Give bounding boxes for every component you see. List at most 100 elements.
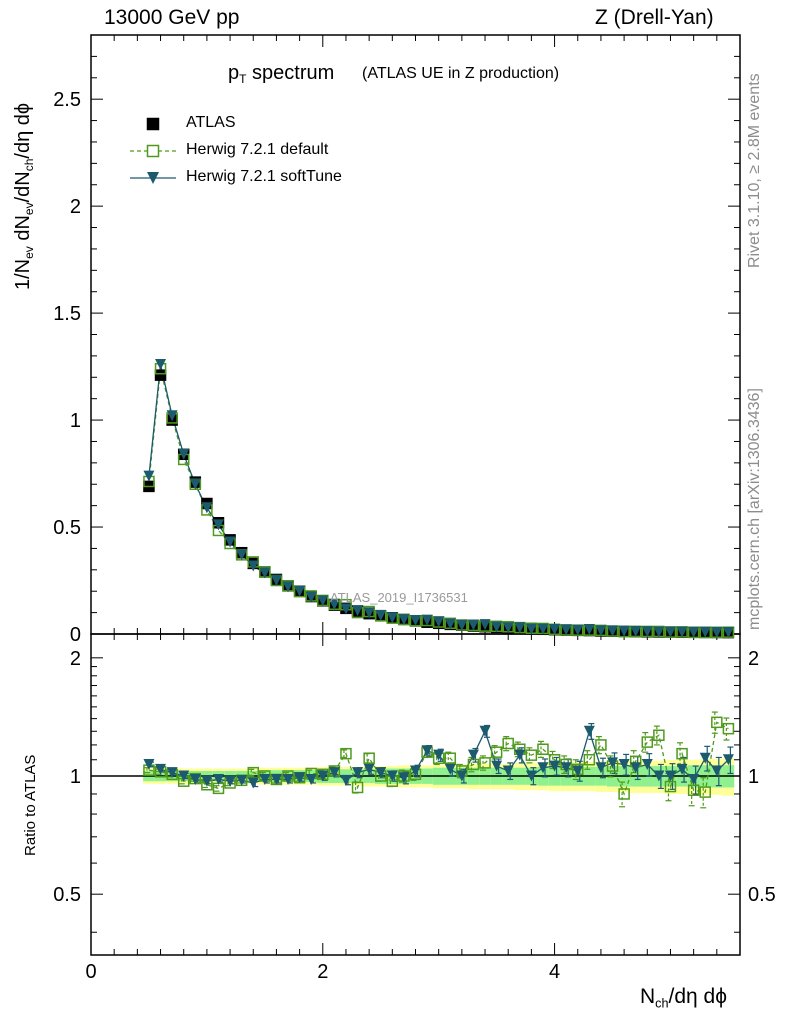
softtune-ratio-point — [711, 765, 723, 777]
rivet-label: Rivet 3.1.10, ≥ 2.8M events — [746, 73, 763, 268]
x-tick-label: 2 — [317, 961, 328, 983]
softtune-ratio-point — [201, 775, 213, 787]
softtune-data-point — [166, 410, 178, 422]
softtune-data-point — [572, 624, 584, 636]
ratio-tick-label-left: 2 — [70, 648, 81, 670]
softtune-data-point — [270, 575, 282, 587]
legend-label-default: Herwig 7.2.1 default — [186, 141, 329, 158]
softtune-ratio-point — [595, 762, 607, 774]
softtune-data-point — [410, 615, 421, 627]
softtune-ratio-point — [421, 745, 433, 757]
plot-subtitle: (ATLAS UE in Z production) — [362, 65, 560, 82]
y-title-sub: ch — [22, 158, 37, 172]
softtune-data-point — [491, 621, 503, 633]
softtune-ratio-point — [317, 770, 329, 782]
default-ratio-point — [479, 757, 491, 769]
process-label: Z (Drell-Yan) — [595, 6, 714, 29]
softtune-data-point — [433, 616, 445, 628]
title-rest: spectrum — [246, 62, 335, 84]
y-title-part: dN — [12, 215, 34, 247]
softtune-data-point — [386, 612, 398, 624]
softtune-data-point — [722, 626, 734, 638]
softtune-ratio-point — [491, 760, 503, 772]
softtune-ratio-point — [514, 749, 526, 761]
softtune-data-point — [537, 623, 549, 635]
y-tick-label: 2.5 — [53, 89, 81, 111]
default-ratio-point — [687, 784, 700, 796]
default-ratio-point — [676, 747, 688, 760]
softtune-ratio-point — [189, 773, 201, 785]
softtune-data-point — [143, 470, 155, 482]
softtune-data-point — [189, 478, 201, 490]
softtune-data-point — [294, 585, 306, 597]
softtune-data-point — [340, 603, 352, 615]
legend-marker-softtune — [147, 172, 159, 184]
y-tick-label: 2 — [70, 196, 81, 218]
softtune-data-point — [549, 624, 561, 636]
default-ratio-point — [618, 788, 630, 800]
default-ratio-point — [595, 739, 607, 751]
softtune-data-point — [398, 614, 410, 626]
ratio-tick-label-right: 1 — [748, 766, 759, 788]
x-axis-title: Nch/dη dϕ — [640, 985, 727, 1010]
softtune-data-point — [641, 626, 653, 638]
default-ratio-point — [340, 747, 352, 760]
softtune-data-point — [664, 626, 676, 638]
energy-label: 13000 GeV pp — [104, 6, 240, 29]
ratio-tick-label-left: 1 — [70, 766, 81, 788]
default-ratio-point — [444, 752, 457, 764]
legend-marker-atlas — [146, 117, 160, 131]
plot-title: pT spectrum — [228, 62, 334, 86]
atlas-data-point — [154, 369, 167, 381]
analysis-watermark: ATLAS_2019_I1736531 — [330, 590, 468, 605]
softtune-ratio-point — [722, 754, 734, 766]
y-title-part: 1/N — [12, 258, 34, 290]
softtune-ratio-point — [340, 774, 352, 786]
softtune-data-point — [676, 626, 688, 638]
softtune-ratio-point — [410, 765, 421, 777]
y-tick-label: 0 — [70, 624, 81, 646]
softtune-data-point — [421, 614, 433, 626]
default-ratio-point — [711, 716, 723, 729]
x-title-rest: /dη dϕ — [668, 985, 727, 1008]
softtune-data-point — [583, 624, 595, 636]
default-ratio-point — [653, 729, 665, 742]
softtune-data-point — [259, 567, 271, 579]
softtune-ratio-point — [583, 725, 595, 737]
softtune-data-point — [282, 581, 294, 593]
softtune-data-point — [155, 358, 167, 370]
default-ratio-point — [699, 786, 711, 798]
softtune-ratio-point — [618, 758, 630, 770]
x-tick-label: 0 — [85, 961, 96, 983]
ratio-tick-label-right: 0.5 — [748, 884, 776, 906]
softtune-ratio-point — [525, 770, 537, 782]
softtune-data-point — [711, 626, 723, 638]
softtune-data-point — [560, 624, 572, 636]
softtune-ratio-point — [433, 749, 445, 761]
softtune-ratio-point — [444, 763, 456, 775]
ratio-axis-title: Ratio to ATLAS — [22, 754, 39, 856]
default-ratio-point — [502, 737, 514, 750]
softtune-ratio-point — [224, 775, 236, 787]
softtune-data-point — [305, 591, 317, 603]
softtune-ratio-point — [305, 773, 317, 785]
softtune-ratio-point — [375, 767, 387, 779]
y-title-sub: ev — [22, 246, 37, 259]
softtune-ratio-point — [386, 770, 398, 782]
softtune-ratio-point — [641, 758, 653, 770]
softtune-ratio-point — [363, 763, 375, 775]
x-title-n: N — [640, 985, 656, 1008]
softtune-ratio-point — [479, 725, 491, 737]
softtune-data-point — [618, 625, 630, 637]
default-ratio-point — [525, 749, 538, 761]
softtune-data-point — [224, 536, 236, 548]
legend-label-atlas: ATLAS — [186, 114, 236, 131]
softtune-ratio-point — [282, 773, 294, 785]
softtune-ratio-point — [270, 773, 282, 785]
y-tick-label: 1 — [70, 410, 81, 432]
softtune-data-point — [236, 549, 248, 561]
softtune-data-point — [352, 605, 364, 617]
default-ratio-point — [490, 746, 503, 758]
mcplots-label: mcplots.cern.ch [arXiv:1306.3436] — [746, 388, 763, 630]
softtune-data-point — [375, 609, 387, 621]
